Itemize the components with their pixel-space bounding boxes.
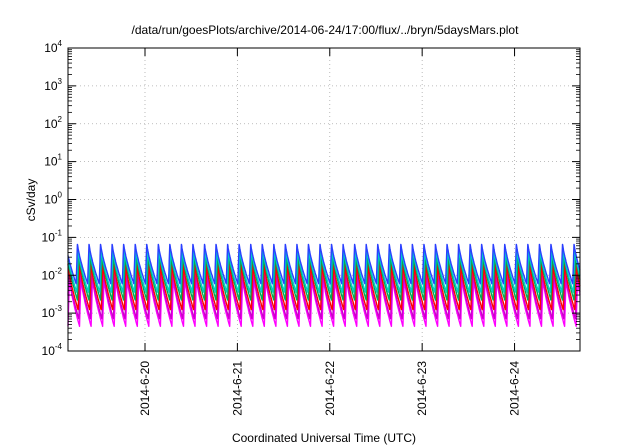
- x-axis-label: Coordinated Universal Time (UTC): [232, 431, 416, 445]
- chart-title: /data/run/goesPlots/archive/2014-06-24/1…: [132, 23, 520, 37]
- y-tick-label: 100: [44, 191, 62, 207]
- x-tick-label: 2014-6-22: [323, 361, 337, 416]
- y-tick-label: 103: [44, 77, 62, 93]
- series-line: [67, 263, 581, 311]
- series-line: [67, 272, 581, 320]
- y-axis-label: cSv/day: [24, 179, 38, 222]
- y-tick-label: 10-3: [42, 304, 63, 320]
- series-line: [67, 243, 581, 285]
- series-group: [67, 243, 581, 327]
- y-tick-label: 101: [44, 153, 62, 169]
- plot-frame: [67, 47, 581, 352]
- y-tick-label: 102: [44, 115, 62, 131]
- x-tick-label: 2014-6-23: [415, 361, 429, 416]
- y-tick-labels: 10-4 10-3 10-2 10-1 100 101 102 103 104: [42, 39, 63, 358]
- y-tick-label: 104: [44, 39, 62, 55]
- y-tick-label: 10-1: [42, 228, 63, 244]
- x-tick-label: 2014-6-20: [138, 361, 152, 416]
- y-tick-label: 10-2: [42, 266, 63, 282]
- y-tick-label: 10-4: [42, 342, 63, 358]
- x-tick-labels: 2014-6-20 2014-6-21 2014-6-22 2014-6-23 2014…: [138, 361, 522, 416]
- x-tick-label: 2014-6-24: [508, 361, 522, 416]
- x-tick-label: 2014-6-21: [230, 361, 244, 416]
